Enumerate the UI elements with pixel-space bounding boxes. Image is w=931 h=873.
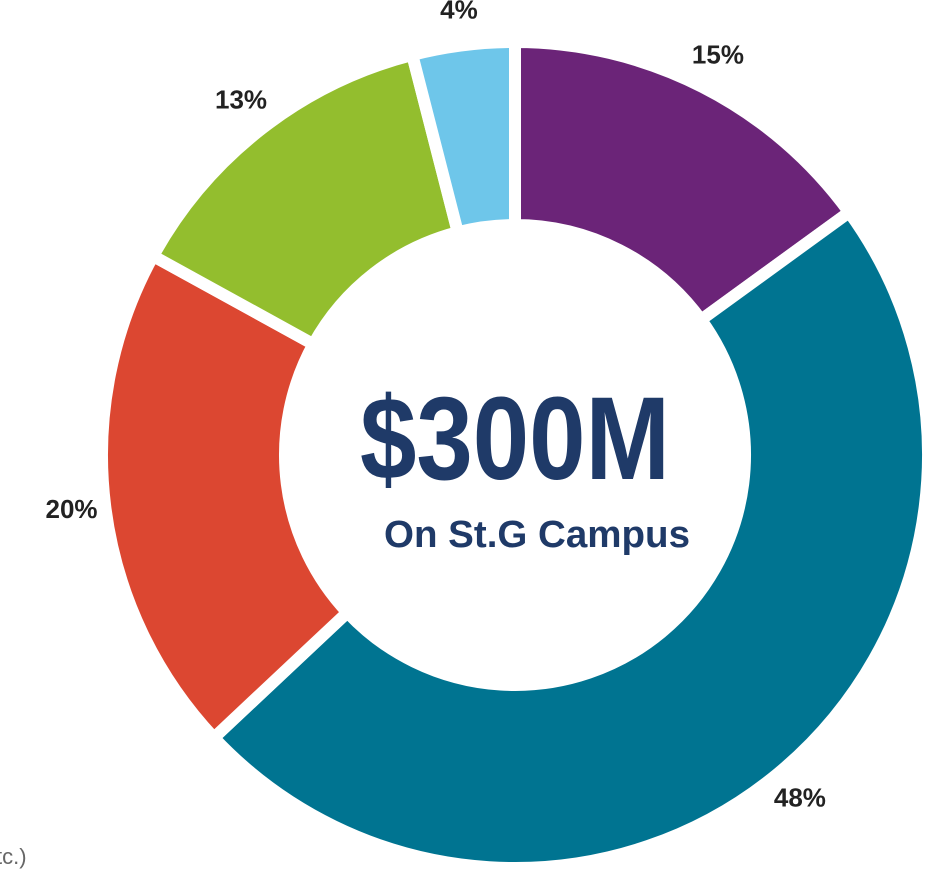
value-label: 13%	[215, 85, 267, 115]
donut-segment	[509, 35, 858, 329]
donut-segment	[144, 47, 466, 353]
donut-segment	[404, 35, 521, 240]
center-subtitle: On St.G Campus	[384, 514, 690, 556]
center-title: $300M	[360, 373, 670, 505]
annotation: tc.)	[0, 844, 27, 869]
donut-segment	[96, 247, 356, 747]
value-label: 15%	[692, 40, 744, 70]
value-label: 20%	[46, 494, 98, 524]
donut-segment	[205, 203, 931, 873]
value-label: 4%	[440, 0, 478, 24]
value-label: 48%	[774, 782, 826, 812]
